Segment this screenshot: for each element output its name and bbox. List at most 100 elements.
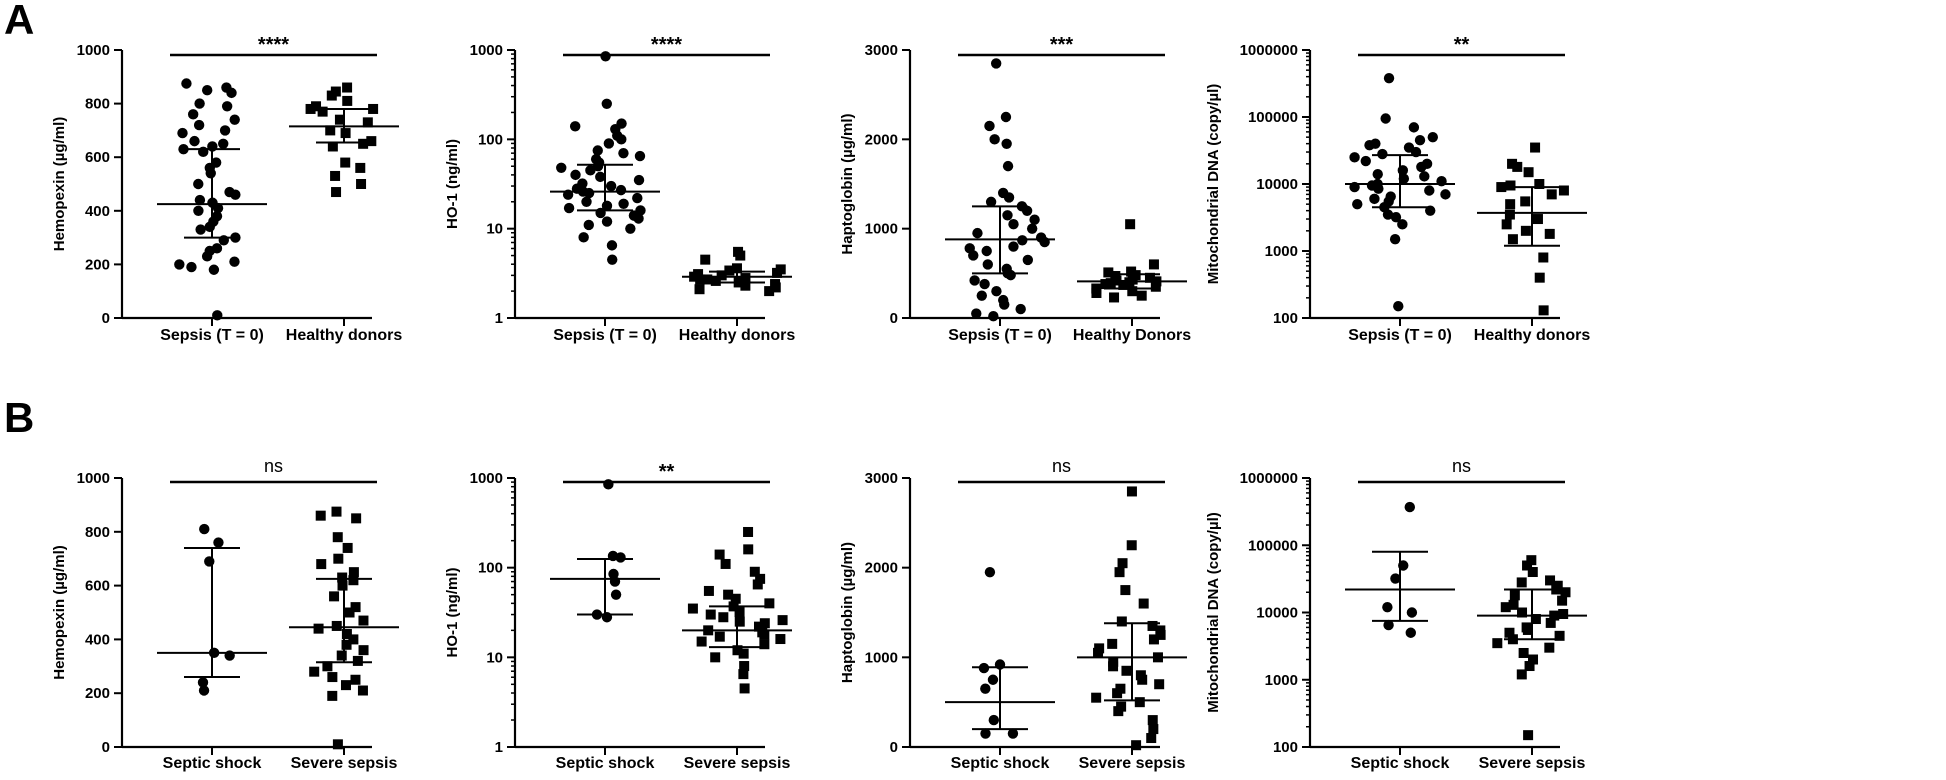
data-point bbox=[625, 223, 636, 234]
data-point bbox=[976, 290, 987, 301]
data-point bbox=[1000, 111, 1012, 123]
data-point bbox=[341, 639, 352, 650]
data-point bbox=[208, 264, 220, 275]
data-point bbox=[1148, 259, 1159, 270]
y-tick-label: 100 bbox=[478, 560, 503, 577]
data-point bbox=[1109, 292, 1120, 303]
chart-6: 1 10 100 1000 HO-1 (ng/ml) Septic shock Severe… bbox=[444, 461, 792, 772]
data-point bbox=[316, 559, 327, 570]
data-point bbox=[980, 728, 991, 739]
data-point bbox=[583, 187, 595, 199]
data-point bbox=[1440, 189, 1451, 200]
data-point bbox=[204, 221, 215, 233]
data-point bbox=[633, 213, 644, 224]
y-tick-label: 1000 bbox=[77, 470, 110, 487]
category-label: Severe sepsis bbox=[684, 755, 791, 772]
data-point bbox=[309, 666, 320, 677]
category-label: Healthy Donors bbox=[1073, 327, 1191, 344]
data-point bbox=[563, 202, 575, 214]
data-point bbox=[1107, 638, 1118, 649]
data-point bbox=[1015, 303, 1026, 315]
data-point bbox=[1504, 209, 1515, 220]
data-point bbox=[610, 589, 622, 600]
y-tick-label: 0 bbox=[102, 739, 110, 756]
significance-label: ** bbox=[659, 461, 675, 483]
y-tick-label: 200 bbox=[85, 256, 110, 273]
data-point bbox=[592, 145, 603, 156]
data-point bbox=[633, 174, 645, 186]
data-point bbox=[1538, 305, 1549, 316]
data-point bbox=[348, 575, 359, 586]
data-point bbox=[201, 251, 213, 262]
data-point bbox=[337, 572, 348, 583]
data-point bbox=[315, 510, 326, 521]
data-point bbox=[1137, 674, 1148, 685]
data-point bbox=[1505, 180, 1516, 191]
panel-letter-b: B bbox=[4, 394, 34, 441]
data-point bbox=[1105, 278, 1116, 289]
y-tick-label: 1 bbox=[495, 310, 503, 327]
data-point bbox=[344, 607, 355, 618]
data-point bbox=[1557, 595, 1568, 606]
data-point bbox=[1022, 254, 1034, 266]
data-point bbox=[1523, 730, 1534, 741]
data-point bbox=[734, 607, 745, 618]
data-point bbox=[1134, 697, 1145, 708]
data-point bbox=[327, 672, 338, 683]
data-point bbox=[1398, 173, 1410, 184]
category-label: Severe sepsis bbox=[1079, 755, 1186, 772]
y-tick-label: 600 bbox=[85, 149, 110, 166]
data-point bbox=[313, 623, 324, 634]
data-point bbox=[327, 141, 338, 152]
data-point bbox=[1008, 241, 1019, 252]
data-point bbox=[606, 240, 618, 251]
data-point bbox=[332, 739, 343, 750]
data-point bbox=[592, 161, 604, 172]
category-label: Septic shock bbox=[951, 755, 1050, 772]
data-point bbox=[1349, 152, 1360, 163]
data-point bbox=[1522, 560, 1533, 571]
data-point bbox=[772, 267, 783, 278]
significance-label: ns bbox=[1452, 456, 1471, 476]
data-point bbox=[1125, 219, 1136, 230]
category-label: Septic shock bbox=[556, 755, 655, 772]
data-point bbox=[1560, 587, 1571, 598]
data-point bbox=[740, 273, 751, 284]
data-point bbox=[583, 219, 594, 231]
y-tick-label: 100000 bbox=[1248, 537, 1298, 554]
y-axis-label: Hemopexin (µg/ml) bbox=[51, 545, 68, 680]
data-point bbox=[607, 254, 618, 265]
data-point bbox=[195, 224, 206, 235]
data-point bbox=[1001, 138, 1012, 149]
data-point bbox=[1508, 599, 1519, 610]
data-point bbox=[1419, 171, 1430, 182]
y-tick-label: 10000 bbox=[1256, 605, 1298, 622]
data-point bbox=[731, 263, 742, 274]
data-point bbox=[1126, 540, 1137, 551]
data-point bbox=[600, 51, 611, 62]
data-point bbox=[305, 103, 316, 114]
data-point bbox=[1100, 279, 1111, 290]
data-point bbox=[193, 178, 204, 190]
data-point bbox=[734, 616, 745, 627]
data-point bbox=[723, 589, 734, 600]
data-point bbox=[705, 609, 716, 620]
data-point bbox=[1532, 214, 1543, 225]
data-point bbox=[226, 87, 237, 99]
data-point bbox=[356, 179, 367, 189]
data-point bbox=[979, 278, 990, 290]
data-point bbox=[212, 310, 223, 321]
data-point bbox=[1126, 486, 1137, 497]
data-point bbox=[1005, 269, 1016, 281]
y-tick-label: 1000 bbox=[1265, 672, 1298, 689]
data-point bbox=[1112, 688, 1123, 699]
data-point bbox=[1558, 608, 1569, 619]
data-point bbox=[720, 558, 731, 569]
data-point bbox=[1534, 179, 1545, 189]
data-point bbox=[1390, 211, 1402, 223]
data-point bbox=[687, 603, 698, 614]
chart-4: 100 1000 10000 100000 1000000 Mitochondrial D… bbox=[1205, 34, 1590, 344]
data-point bbox=[342, 95, 353, 106]
data-point bbox=[569, 121, 581, 132]
